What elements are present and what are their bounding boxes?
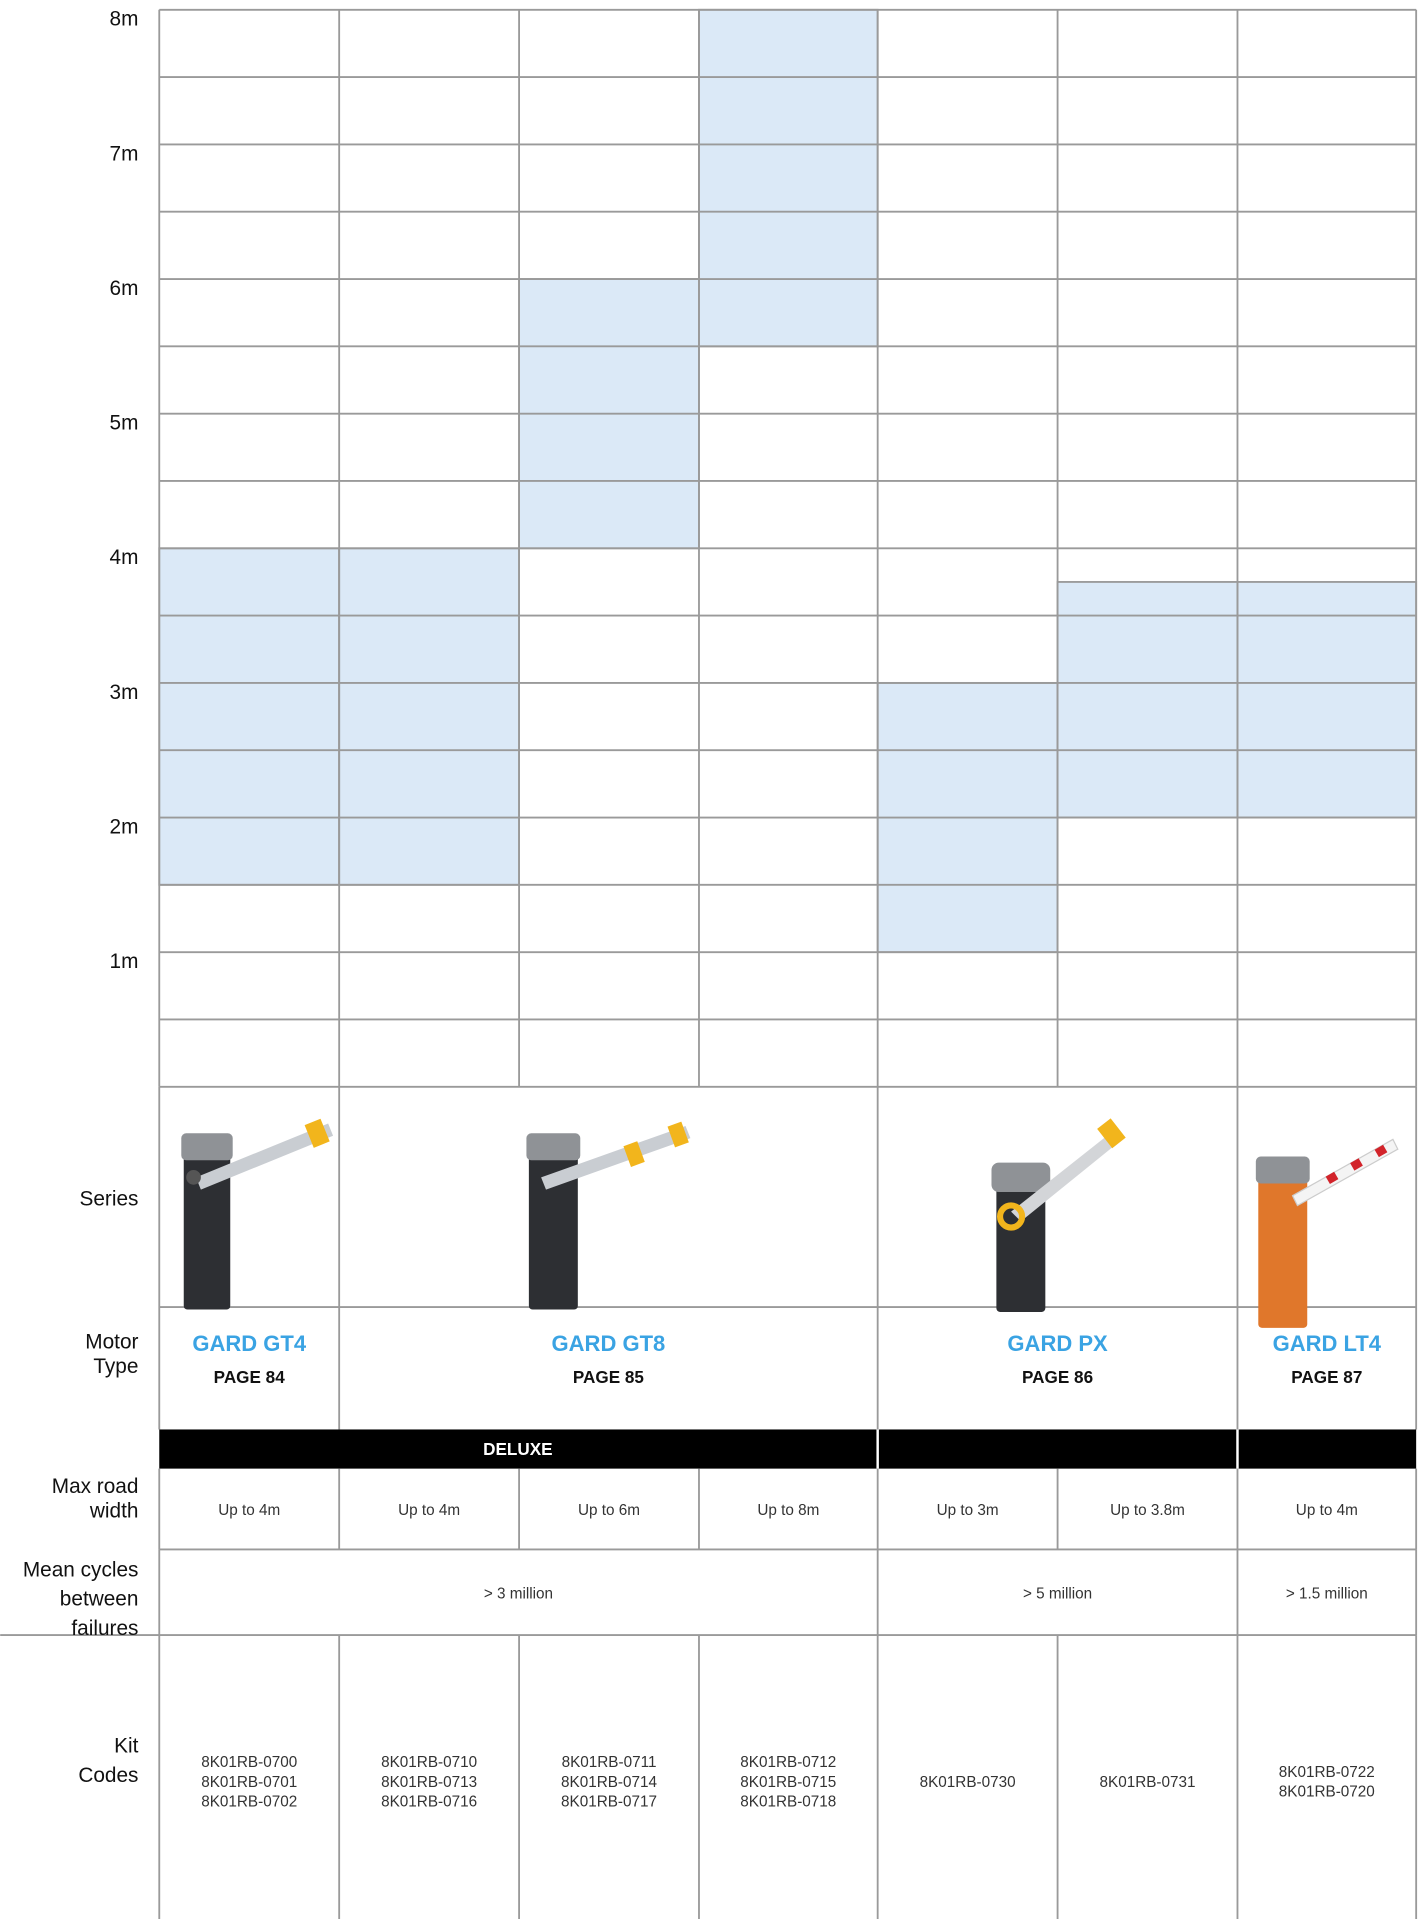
table: DELUXE bbox=[0, 1086, 1418, 1919]
range-bar bbox=[698, 8, 879, 348]
y-tick-label: 8m bbox=[110, 8, 139, 31]
row-label: Motor bbox=[85, 1331, 138, 1354]
kit-code: 8K01RB-0720 bbox=[1279, 1784, 1375, 1801]
max-road-width: Up to 4m bbox=[1296, 1502, 1358, 1519]
range-bar bbox=[158, 547, 341, 886]
kit-code: 8K01RB-0714 bbox=[561, 1774, 658, 1791]
row-label: failures bbox=[71, 1617, 138, 1640]
product-gt8 bbox=[526, 1121, 691, 1310]
y-tick-label: 3m bbox=[110, 681, 139, 704]
kit-code: 8K01RB-0702 bbox=[201, 1793, 297, 1810]
mean-cycles: > 1.5 million bbox=[1286, 1585, 1368, 1602]
product-px bbox=[991, 1118, 1126, 1312]
motor-page: PAGE 87 bbox=[1291, 1367, 1362, 1387]
max-road-width: Up to 6m bbox=[578, 1502, 640, 1519]
kit-code: 8K01RB-0710 bbox=[381, 1754, 477, 1771]
motor-name: GARD LT4 bbox=[1273, 1331, 1382, 1356]
y-tick-label: 4m bbox=[110, 546, 139, 569]
kit-code: 8K01RB-0713 bbox=[381, 1774, 477, 1791]
kit-code: 8K01RB-0718 bbox=[740, 1793, 836, 1810]
product-gt4 bbox=[181, 1118, 334, 1310]
mean-cycles: > 3 million bbox=[484, 1585, 553, 1602]
kit-code: 8K01RB-0730 bbox=[920, 1774, 1016, 1791]
max-road-width: Up to 3m bbox=[937, 1502, 999, 1519]
kit-code: 8K01RB-0712 bbox=[740, 1754, 836, 1771]
kit-code: 8K01RB-0716 bbox=[381, 1793, 477, 1810]
band-label: DELUXE bbox=[483, 1439, 552, 1459]
grid bbox=[158, 8, 1418, 1088]
y-tick-label: 6m bbox=[110, 277, 139, 300]
max-road-width: Up to 4m bbox=[218, 1502, 280, 1519]
motor-page: PAGE 86 bbox=[1022, 1367, 1093, 1387]
product-lt4 bbox=[1255, 1138, 1399, 1328]
motor-page: PAGE 85 bbox=[573, 1367, 645, 1387]
kit-code: 8K01RB-0711 bbox=[562, 1754, 657, 1771]
mean-cycles: > 5 million bbox=[1023, 1585, 1092, 1602]
kit-code: 8K01RB-0717 bbox=[561, 1793, 657, 1810]
range-bar bbox=[1236, 581, 1418, 819]
range-bar bbox=[1056, 581, 1239, 819]
motor-name: GARD PX bbox=[1007, 1331, 1108, 1356]
max-road-width: Up to 8m bbox=[757, 1502, 819, 1519]
motor-name: GARD GT8 bbox=[552, 1331, 666, 1356]
max-road-width: Up to 4m bbox=[398, 1502, 460, 1519]
motor-page: PAGE 84 bbox=[214, 1367, 286, 1387]
kit-code: 8K01RB-0722 bbox=[1279, 1764, 1375, 1781]
row-label: Series bbox=[80, 1187, 139, 1210]
range-bar bbox=[338, 547, 520, 886]
row-label: Kit bbox=[114, 1735, 138, 1758]
row-label: Max road bbox=[52, 1475, 139, 1498]
motor-name: GARD GT4 bbox=[192, 1331, 307, 1356]
y-tick-label: 1m bbox=[110, 950, 139, 973]
row-label: between bbox=[60, 1588, 139, 1611]
max-road-width: Up to 3.8m bbox=[1110, 1502, 1185, 1519]
row-label: Mean cycles bbox=[23, 1558, 139, 1581]
y-tick-label: 2m bbox=[110, 815, 139, 838]
row-label: width bbox=[89, 1500, 139, 1523]
kit-code: 8K01RB-0731 bbox=[1100, 1774, 1196, 1791]
kit-code: 8K01RB-0715 bbox=[740, 1774, 836, 1791]
band-bar bbox=[159, 1429, 1417, 1469]
y-tick-label: 5m bbox=[110, 412, 139, 435]
kit-code: 8K01RB-0701 bbox=[201, 1774, 297, 1791]
row-label: Type bbox=[93, 1355, 138, 1378]
row-label: Codes bbox=[78, 1764, 138, 1787]
y-tick-label: 7m bbox=[110, 142, 139, 165]
kit-code: 8K01RB-0700 bbox=[201, 1754, 297, 1771]
